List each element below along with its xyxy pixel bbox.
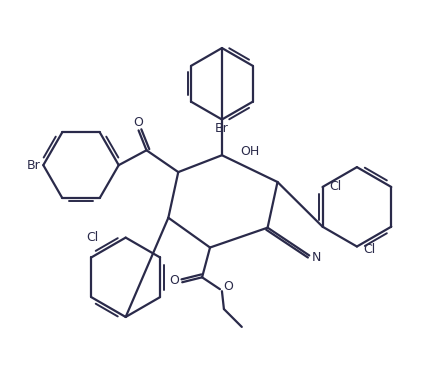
Text: N: N: [311, 251, 320, 264]
Text: Br: Br: [215, 122, 228, 135]
Text: O: O: [133, 116, 143, 129]
Text: Cl: Cl: [328, 180, 341, 194]
Text: O: O: [222, 280, 232, 293]
Text: Cl: Cl: [86, 231, 98, 244]
Text: Br: Br: [26, 159, 40, 171]
Text: O: O: [169, 274, 179, 287]
Text: OH: OH: [239, 145, 259, 158]
Text: Cl: Cl: [363, 243, 375, 256]
